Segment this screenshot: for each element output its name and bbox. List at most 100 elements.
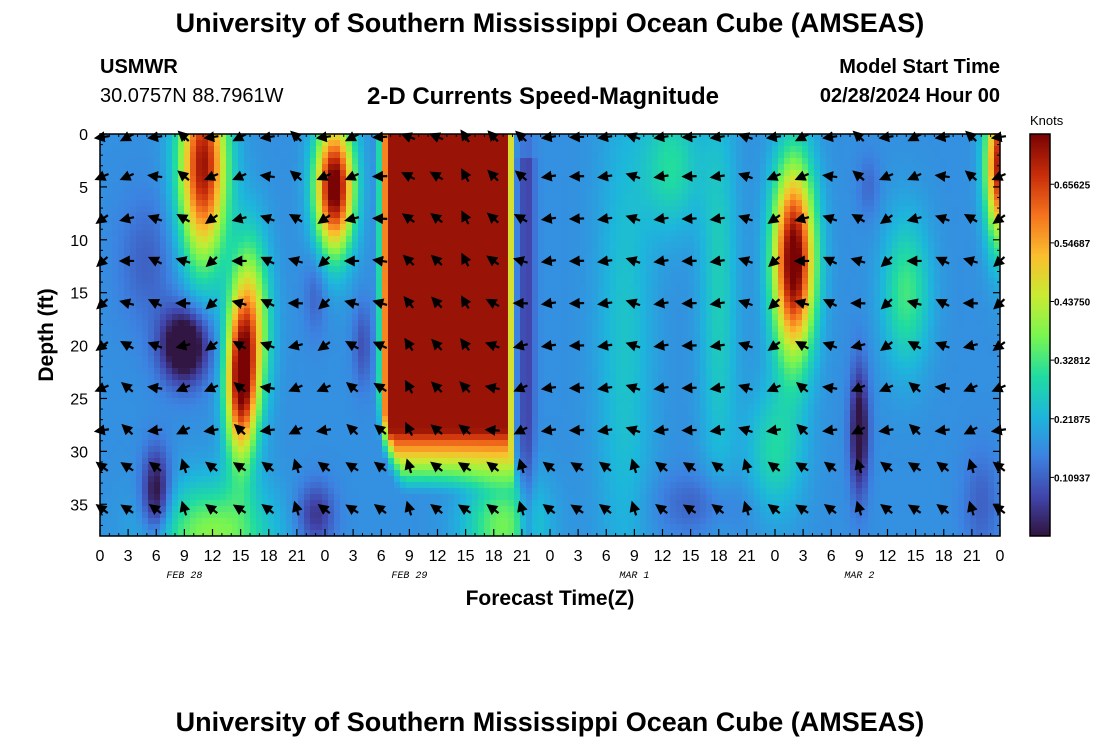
current-vector-arrow — [147, 299, 163, 309]
current-vector-arrow — [233, 423, 246, 436]
current-vector-arrow — [318, 298, 331, 310]
current-vector-arrow — [316, 382, 331, 393]
current-vector-arrow — [345, 341, 359, 352]
current-vector-arrow — [540, 382, 557, 394]
current-vector-arrow — [404, 379, 416, 394]
current-vector-arrow — [906, 298, 922, 310]
current-vector-arrow — [851, 424, 866, 435]
x-tick-label: 9 — [180, 548, 189, 565]
current-vector-arrow — [653, 255, 669, 267]
current-vector-arrow — [344, 298, 360, 310]
current-vector-arrow — [231, 298, 247, 310]
current-vector-arrow — [768, 255, 781, 268]
current-vector-arrow — [315, 424, 332, 436]
current-vector-arrow — [317, 461, 331, 473]
current-vector-arrow — [486, 461, 500, 473]
current-vector-arrow — [205, 503, 218, 515]
current-vector-arrow — [120, 382, 134, 394]
colorbar-tick-label: 0.43750 — [1054, 298, 1091, 309]
current-vector-arrow — [288, 382, 303, 393]
current-vector-arrow — [906, 212, 922, 224]
y-tick-label: 10 — [70, 233, 88, 250]
current-vector-arrow — [742, 458, 753, 474]
current-vector-arrow — [431, 338, 443, 351]
y-axis: 0 5 10 15 20 25 30 35 — [70, 127, 1000, 526]
current-vector-arrow — [709, 255, 725, 267]
current-vector-arrow — [880, 461, 893, 473]
current-vector-arrow — [345, 382, 359, 394]
current-vector-arrow — [292, 458, 303, 474]
current-vector-arrow — [344, 170, 360, 181]
colorbar-tick-label: 0.32812 — [1054, 356, 1091, 367]
current-vector-arrow — [373, 461, 387, 473]
current-vector-arrow — [345, 462, 359, 473]
x-tick-label: 12 — [879, 548, 897, 565]
current-vector-arrow — [653, 212, 669, 224]
current-vector-arrow — [179, 500, 191, 516]
date-label: FEB 28 — [166, 571, 202, 582]
current-vector-arrow — [795, 504, 809, 516]
current-vector-arrow — [513, 382, 528, 393]
current-vector-arrow — [625, 171, 641, 183]
current-vector-arrow — [880, 255, 893, 268]
current-vector-arrow — [484, 382, 500, 394]
current-vector-arrow — [597, 339, 613, 351]
current-vector-arrow — [655, 503, 668, 515]
current-vector-arrow — [540, 339, 557, 351]
current-vector-arrow — [317, 340, 331, 352]
current-vector-arrow — [457, 504, 472, 516]
current-vector-arrow — [232, 504, 247, 516]
current-vector-arrow — [259, 382, 275, 394]
current-vector-arrow — [486, 255, 500, 267]
x-axis: 0 3 6 9 12 15 18 21 0 3 6 9 12 15 18 21 0 3 6 9 12 15 18 21 0 3 6 9… — [96, 134, 1005, 565]
current-vector-arrow — [629, 500, 641, 516]
current-vector-arrow — [204, 340, 219, 352]
current-vector-arrow — [570, 504, 584, 516]
current-vector-arrow — [852, 170, 865, 182]
current-vector-arrow — [936, 503, 950, 515]
x-tick-label: 0 — [546, 548, 555, 565]
current-vector-arrow — [850, 382, 866, 393]
station-name: USMWR — [100, 56, 178, 78]
current-vector-arrow — [260, 299, 275, 309]
current-vector-arrow — [119, 212, 135, 224]
current-vector-arrow — [822, 213, 838, 225]
current-vector-arrow — [374, 424, 387, 436]
current-vector-arrow — [629, 458, 641, 474]
current-vector-arrow — [653, 339, 669, 351]
current-vector-arrow — [261, 503, 275, 515]
current-vector-arrow — [288, 424, 303, 435]
current-vector-arrow — [794, 298, 810, 310]
current-vector-arrow — [768, 298, 781, 310]
x-tick-label: 9 — [855, 548, 864, 565]
current-vector-arrow — [460, 338, 472, 352]
current-vector-arrow — [461, 168, 472, 183]
current-vector-arrow — [935, 340, 950, 352]
current-vector-arrow — [796, 423, 809, 436]
current-vector-arrow — [459, 381, 471, 394]
current-vector-arrow — [709, 170, 725, 182]
current-vector-arrow — [513, 424, 528, 435]
footer-title: University of Southern Mississippi Ocean… — [175, 707, 925, 737]
current-vector-arrow — [963, 213, 978, 225]
current-vector-arrow — [711, 503, 725, 515]
current-vector-arrow — [429, 171, 444, 182]
current-vector-arrow — [231, 212, 247, 224]
current-vector-arrow — [317, 213, 331, 224]
current-vector-arrow — [851, 213, 866, 225]
current-vector-arrow — [540, 255, 557, 267]
x-tick-label: 0 — [321, 548, 330, 565]
current-vector-arrow — [709, 382, 725, 394]
current-vector-arrow — [176, 213, 191, 225]
current-vector-arrow — [176, 424, 191, 435]
current-vector-arrow — [232, 170, 247, 181]
current-vector-arrow — [738, 340, 753, 352]
current-vector-arrow — [964, 170, 978, 182]
current-vector-arrow — [486, 212, 499, 224]
current-vector-arrow — [232, 341, 247, 352]
current-vector-arrow — [514, 170, 528, 182]
current-vector-arrow — [175, 256, 191, 267]
current-vector-arrow — [261, 461, 275, 473]
current-vector-arrow — [259, 171, 275, 182]
current-vector-arrow — [512, 339, 528, 351]
